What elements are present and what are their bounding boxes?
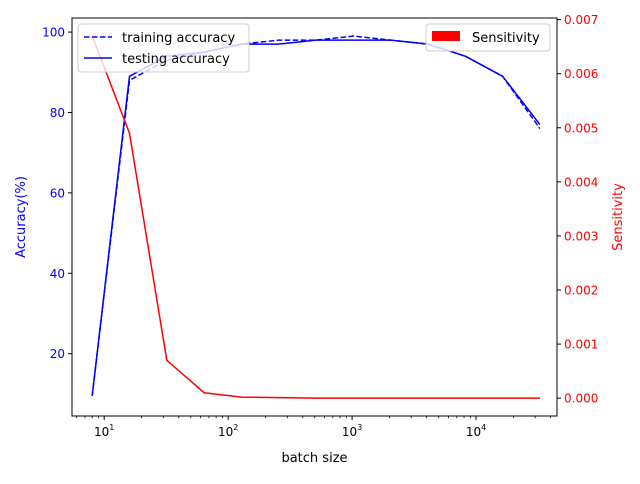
x-tick-label: 103 — [342, 423, 362, 439]
axes: 101 102 103 104 20 40 60 80 100 0.000 0.001 0.002… — [14, 13, 626, 466]
legend-sensitivity-swatch — [432, 31, 460, 41]
left-y-tick-label: 20 — [50, 347, 65, 361]
legend-training-label: training accuracy — [122, 31, 235, 46]
left-y-tick-label: 60 — [50, 186, 65, 200]
left-y-axis-label: Accuracy(%) — [14, 176, 29, 258]
x-tick-label: 102 — [218, 423, 238, 439]
left-y-tick-label: 80 — [50, 106, 65, 120]
series-line-training-accuracy — [91, 35, 541, 396]
right-y-tick-label: 0.002 — [564, 284, 598, 298]
right-y-tick-label: 0.003 — [564, 229, 598, 243]
right-y-tick-label: 0.000 — [564, 392, 598, 406]
series-line-testing-accuracy — [91, 39, 541, 396]
right-y-tick-label: 0.007 — [564, 13, 598, 27]
right-y-tick-label: 0.001 — [564, 338, 598, 352]
right-y-tick-label: 0.006 — [564, 67, 598, 81]
legend-testing-label: testing accuracy — [122, 52, 230, 67]
left-y-axis-ticks: 20 40 60 80 100 — [42, 26, 72, 361]
legend-sensitivity: Sensitivity — [425, 23, 551, 52]
legend-accuracy: training accuracy testing accuracy — [77, 23, 250, 73]
legend-sensitivity-label: Sensitivity — [472, 31, 540, 46]
plot-frame — [71, 17, 558, 417]
x-tick-label: 104 — [466, 423, 486, 439]
x-axis-ticks: 101 102 103 104 — [76, 416, 552, 439]
x-tick-label: 101 — [94, 423, 114, 439]
legend-sensitivity-box — [425, 23, 551, 52]
series-line-sensitivity — [91, 35, 540, 399]
left-y-tick-label: 100 — [42, 26, 65, 40]
plot-marks — [91, 35, 541, 399]
right-y-axis-ticks: 0.000 0.001 0.002 0.003 0.004 0.005 0.006 0.007 — [557, 13, 598, 406]
legend-accuracy-box — [77, 23, 250, 73]
right-y-axis-label: Sensitivity — [611, 183, 626, 251]
x-axis-label: batch size — [281, 451, 347, 466]
right-y-tick-label: 0.004 — [564, 175, 598, 189]
right-y-tick-label: 0.005 — [564, 121, 598, 135]
left-y-tick-label: 40 — [50, 267, 65, 281]
